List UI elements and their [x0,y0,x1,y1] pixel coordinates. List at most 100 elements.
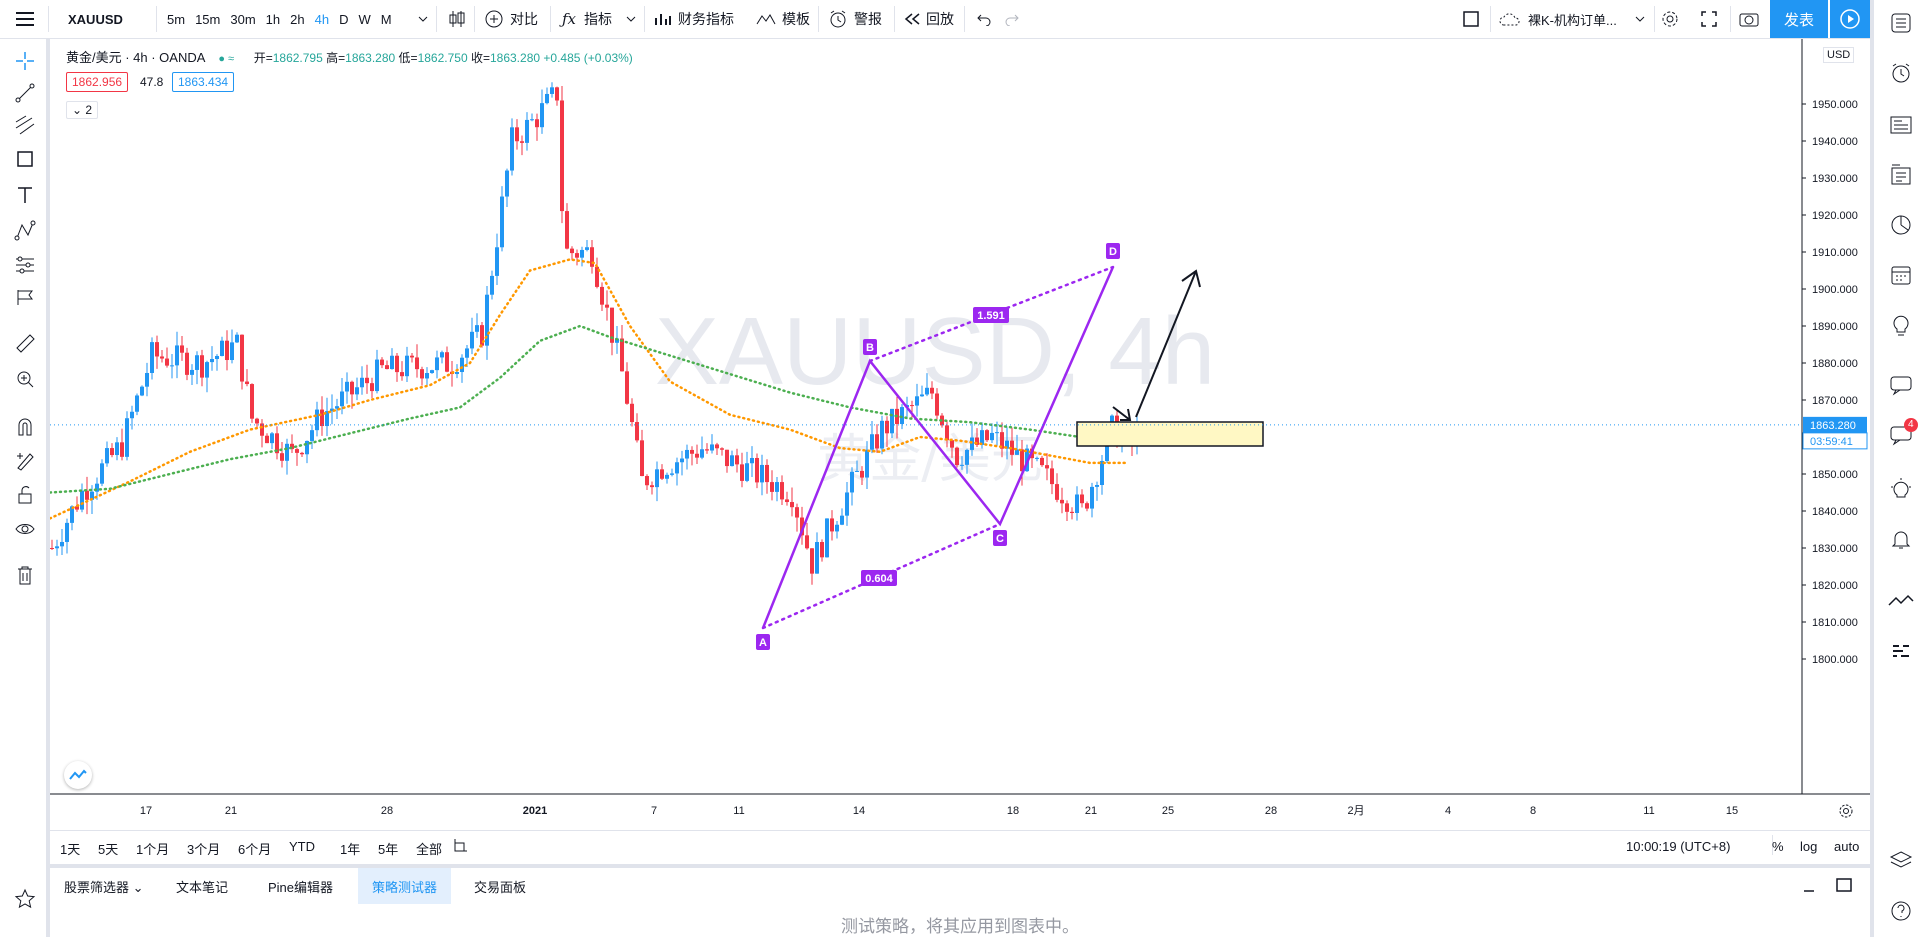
interval-15m[interactable]: 15m [195,11,221,27]
fullscreen-layout-icon[interactable] [1462,0,1480,38]
maximize-panel-icon[interactable] [1836,878,1852,895]
templates-button[interactable]: 模板 [756,0,810,38]
help-icon[interactable] [1888,898,1914,924]
financials-button[interactable]: 财务指标 [654,0,734,38]
symbol-search[interactable]: XAUUSD [68,11,123,27]
auto-toggle[interactable]: auto [1834,839,1860,854]
ruler-icon[interactable] [13,331,37,355]
crosshair-icon[interactable] [13,49,37,73]
trend-line-icon[interactable] [13,81,37,105]
interval-4h[interactable]: 4h [314,11,330,27]
bottom-tab-2[interactable]: Pine编辑器 [268,879,334,895]
bottom-tab-3[interactable]: 策略测试器 [358,868,452,904]
magnet-icon[interactable] [13,415,37,439]
interval-1h[interactable]: 1h [265,11,281,27]
price-tick-label: 1920.000 [1812,210,1858,222]
range-5年[interactable]: 5年 [378,842,399,857]
interval-W[interactable]: W [358,11,371,27]
alarm-clock-icon[interactable] [1888,60,1914,86]
text-tool-icon[interactable] [13,183,37,207]
chart-canvas[interactable]: XAUUSD, 4h 黄金/美元 A B C D 1.591 0.604 1950.000… [50,39,1870,829]
order-zone-rectangle [1076,421,1264,447]
candle-body [1095,484,1099,487]
zoom-in-icon[interactable] [13,367,37,391]
interval-M[interactable]: M [380,11,392,27]
undo-icon[interactable] [976,0,992,38]
forecast-tool-icon[interactable] [13,253,37,277]
star-icon[interactable] [13,887,37,911]
publish-button[interactable]: 发表 [1770,0,1828,38]
fullscreen-icon[interactable] [1700,0,1718,38]
menu-icon[interactable] [14,0,36,38]
settings-gear-icon[interactable] [1660,0,1680,38]
streams-icon[interactable] [1888,476,1914,502]
calendar-list-icon[interactable] [1888,162,1914,188]
news-icon[interactable] [1888,112,1914,138]
candle-body [955,447,959,466]
indicators-button[interactable]: ƒx 指标 [562,0,636,38]
dom-icon[interactable] [1888,638,1914,664]
camera-icon[interactable] [1738,0,1760,38]
candle-body [325,411,329,427]
alert-button[interactable]: 警报 [828,0,882,38]
currency-label[interactable]: USD [1823,47,1855,63]
fib-tool-icon[interactable] [13,113,37,137]
chart-pane[interactable]: XAUUSD, 4h 黄金/美元 A B C D 1.591 0.604 1950.000… [50,39,1870,829]
range-6个月[interactable]: 6个月 [238,842,272,857]
interval-5m[interactable]: 5m [167,11,186,27]
idea-bulb-icon[interactable] [1888,312,1914,338]
notifications-chat-icon[interactable]: 4 [1888,418,1918,448]
play-circle-icon[interactable] [1830,0,1870,38]
trash-icon[interactable] [13,563,37,587]
range-3个月[interactable]: 3个月 [187,842,221,857]
candle-body [580,249,584,258]
range-全部[interactable]: 全部 [416,842,443,857]
tradingview-logo[interactable] [64,761,92,789]
symbol-legend[interactable]: 黄金/美元 · 4h · OANDA ● ≈ 开=1862.795 高=1863… [66,47,633,66]
icon-tool-icon[interactable] [13,285,37,309]
date-range-calendar-icon[interactable] [452,837,470,856]
watchlist-icon[interactable] [1888,10,1914,36]
trading-line-icon[interactable] [1888,588,1914,614]
range-5天[interactable]: 5天 [98,842,119,857]
log-toggle[interactable]: log [1800,839,1818,854]
layout-name-button[interactable]: 裸K-机构订单... [1498,0,1645,38]
interval-D[interactable]: D [339,11,349,27]
lock-icon[interactable] [13,483,37,507]
chart-type-icon[interactable] [448,0,466,38]
range-1个月[interactable]: 1个月 [136,842,170,857]
rectangle-tool-icon[interactable] [13,147,37,171]
chat-icon[interactable] [1888,372,1914,398]
bottom-tab-1[interactable]: 文本笔记 [176,879,229,895]
candle-body [310,430,314,441]
percent-toggle[interactable]: % [1772,839,1784,854]
replay-button[interactable]: 回放 [904,0,954,38]
eye-icon[interactable] [13,517,37,541]
bell-icon[interactable] [1888,526,1914,552]
compare-button[interactable]: 对比 [484,0,538,38]
stay-drawing-icon[interactable] [13,449,37,473]
calendar-icon[interactable] [1888,262,1914,288]
bid-price[interactable]: 1862.956 [66,72,129,92]
bottom-panel-tabs: 股票筛选器 ⌄ 文本笔记 Pine编辑器 策略测试器 交易面板 [50,864,1870,904]
redo-icon[interactable] [1004,0,1020,38]
range-1天[interactable]: 1天 [60,842,81,857]
bottom-tab-4[interactable]: 交易面板 [474,879,527,895]
indicators-collapse-button[interactable]: ⌄ 2 [66,101,99,119]
chart-settings-gear-icon[interactable] [1838,803,1854,824]
candle-body [645,476,649,486]
minimize-panel-icon[interactable] [1802,879,1816,896]
bottom-tab-0[interactable]: 股票筛选器 ⌄ [64,879,144,895]
pattern-tool-icon[interactable] [13,219,37,243]
interval-30m[interactable]: 30m [230,11,256,27]
layers-icon[interactable] [1888,848,1914,874]
interval-dropdown-icon[interactable] [418,0,428,38]
range-1年[interactable]: 1年 [340,842,361,857]
interval-2h[interactable]: 2h [290,11,305,27]
hotlist-icon[interactable] [1888,212,1914,238]
legend-title[interactable]: 黄金/美元 · 4h · OANDA [66,50,205,65]
range-YTD[interactable]: YTD [289,839,315,854]
ask-price[interactable]: 1863.434 [172,72,235,92]
time-tick-label: 17 [140,805,152,817]
clock-time[interactable]: 10:00:19 (UTC+8) [1626,839,1731,854]
